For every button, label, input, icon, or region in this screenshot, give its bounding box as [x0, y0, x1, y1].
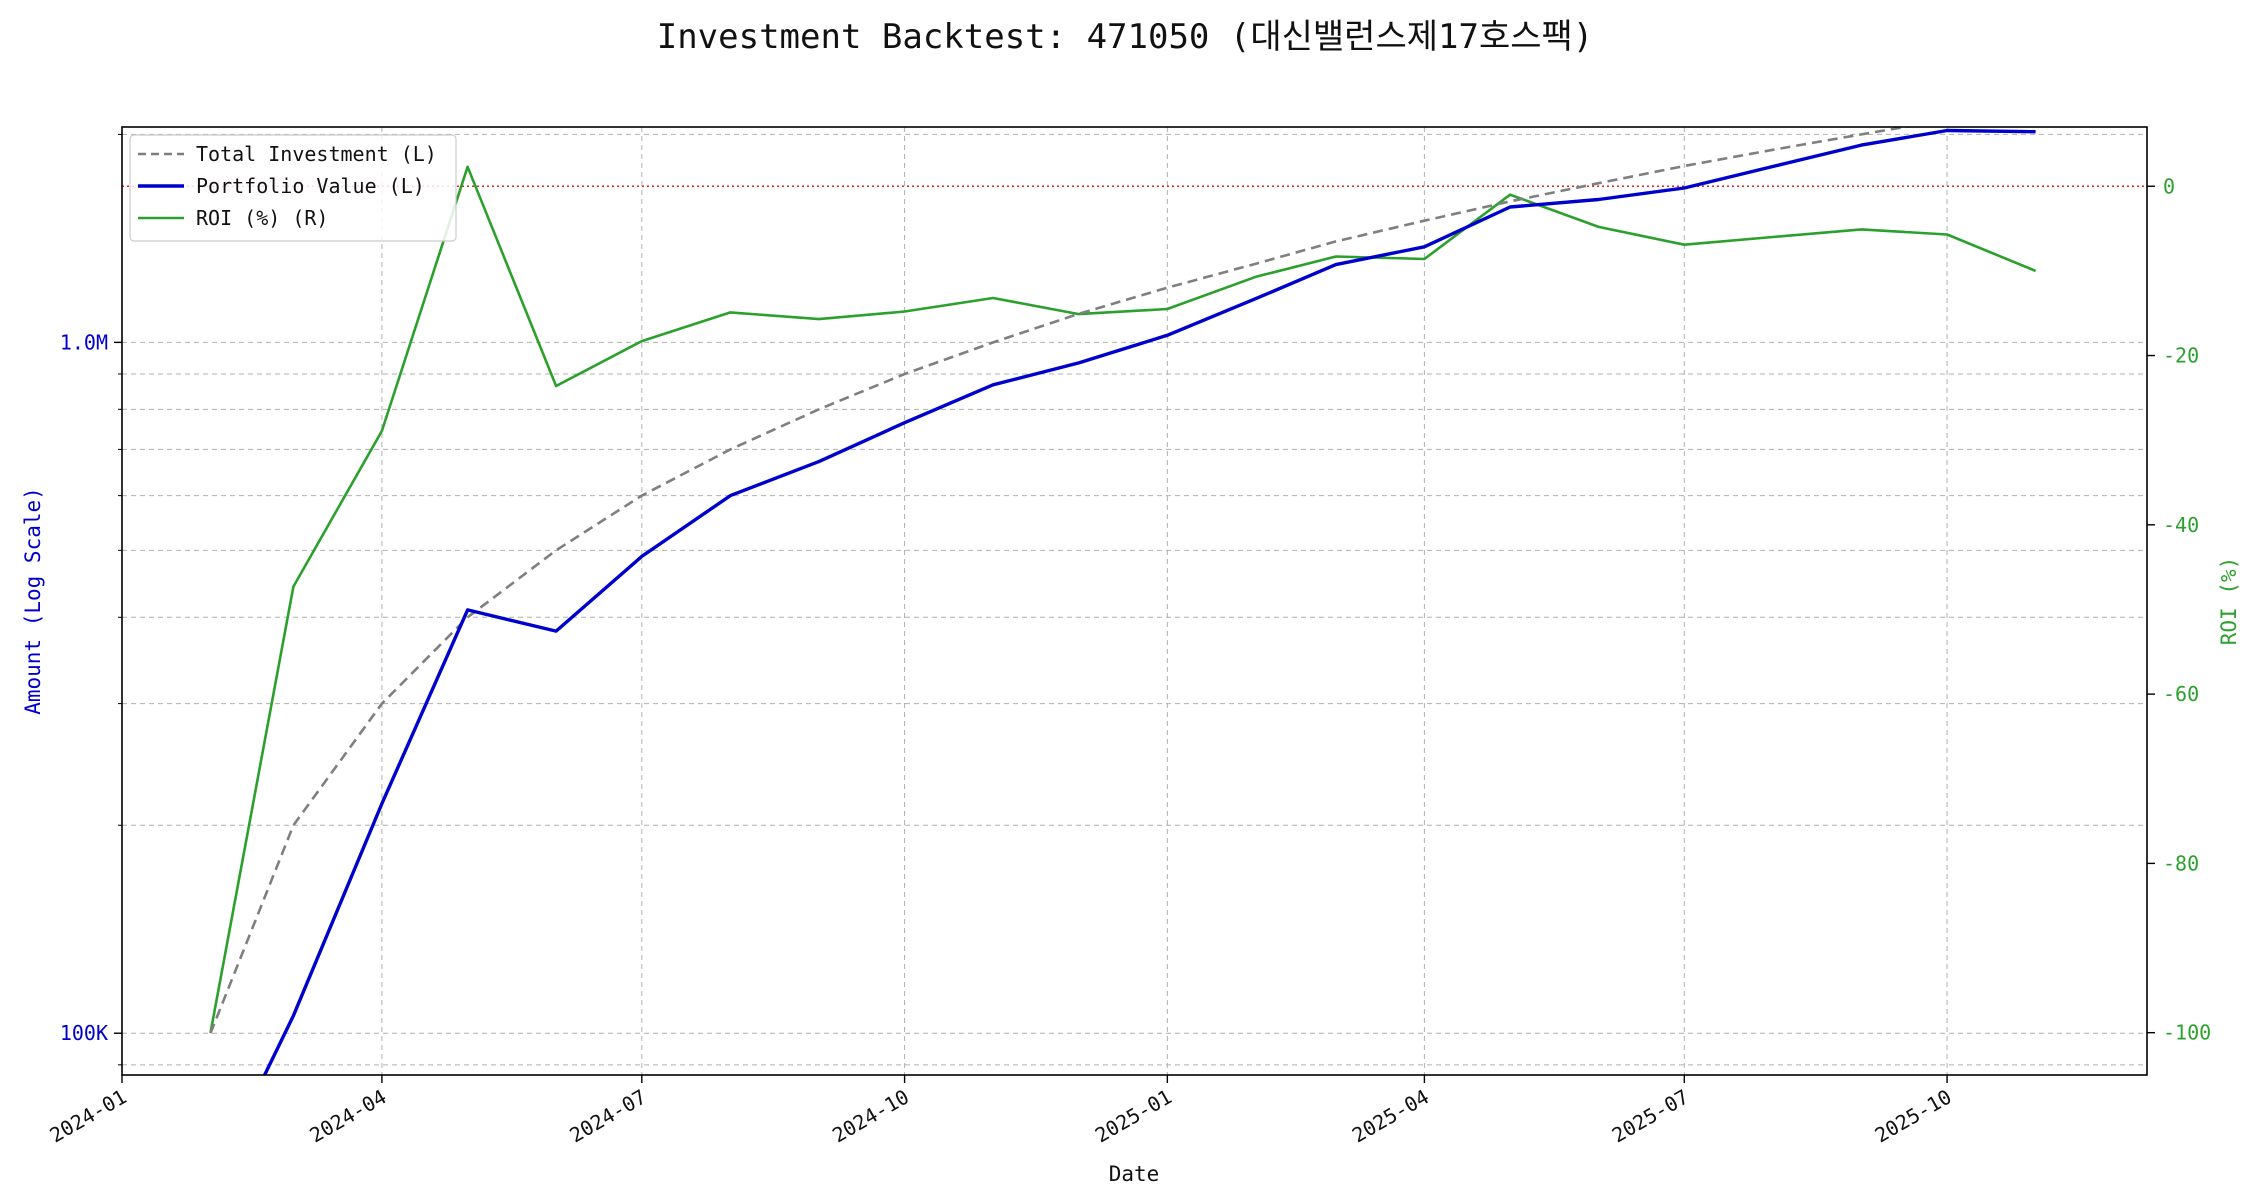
x-tick-label: 2024-04	[305, 1085, 390, 1148]
legend-label: ROI (%) (R)	[196, 206, 328, 230]
x-tick-label: 2025-01	[1091, 1085, 1176, 1148]
x-tick-label: 2025-07	[1608, 1085, 1693, 1148]
right-axis-ticks: 0 -20 -40 -60 -80 -100	[2147, 174, 2211, 1045]
right-tick-label: -80	[2163, 851, 2199, 875]
x-axis-label: Date	[1109, 1162, 1160, 1186]
plot-frame	[121, 126, 2148, 1076]
chart-title: Investment Backtest: 471050 (대신밸런스제17호스팩…	[657, 17, 1594, 57]
x-tick-label: 2025-10	[1871, 1085, 1956, 1148]
right-tick-label: -20	[2163, 344, 2199, 368]
left-tick-label: 100K	[60, 1021, 108, 1045]
left-tick-label: 1.0M	[60, 330, 108, 354]
series-group	[209, 127, 2037, 1075]
right-axis-label: ROI (%)	[2217, 557, 2241, 646]
roi-line	[209, 165, 2037, 1033]
right-tick-label: -100	[2163, 1021, 2211, 1045]
x-tick-label: 2024-10	[828, 1085, 913, 1148]
x-tick-label: 2024-01	[45, 1085, 130, 1148]
x-axis-ticks: 2024-01 2024-04 2024-07 2024-10 2025-01 2025-…	[45, 1075, 1956, 1148]
grid-lines	[121, 127, 2147, 1075]
legend: Total Investment (L) Portfolio Value (L) R…	[129, 134, 457, 242]
right-tick-label: -40	[2163, 513, 2199, 537]
portfolio-value-line	[262, 128, 2036, 1075]
right-tick-label: -60	[2163, 682, 2199, 706]
right-tick-label: 0	[2163, 174, 2175, 198]
total-investment-line	[209, 127, 1913, 1034]
x-tick-label: 2024-07	[565, 1085, 650, 1148]
legend-label: Portfolio Value (L)	[196, 174, 425, 198]
left-axis-label: Amount (Log Scale)	[21, 487, 45, 715]
x-tick-label: 2025-04	[1348, 1085, 1433, 1148]
legend-box	[129, 134, 457, 242]
legend-label: Total Investment (L)	[196, 142, 437, 166]
left-axis-ticks: 100K 1.0M	[60, 133, 122, 1066]
